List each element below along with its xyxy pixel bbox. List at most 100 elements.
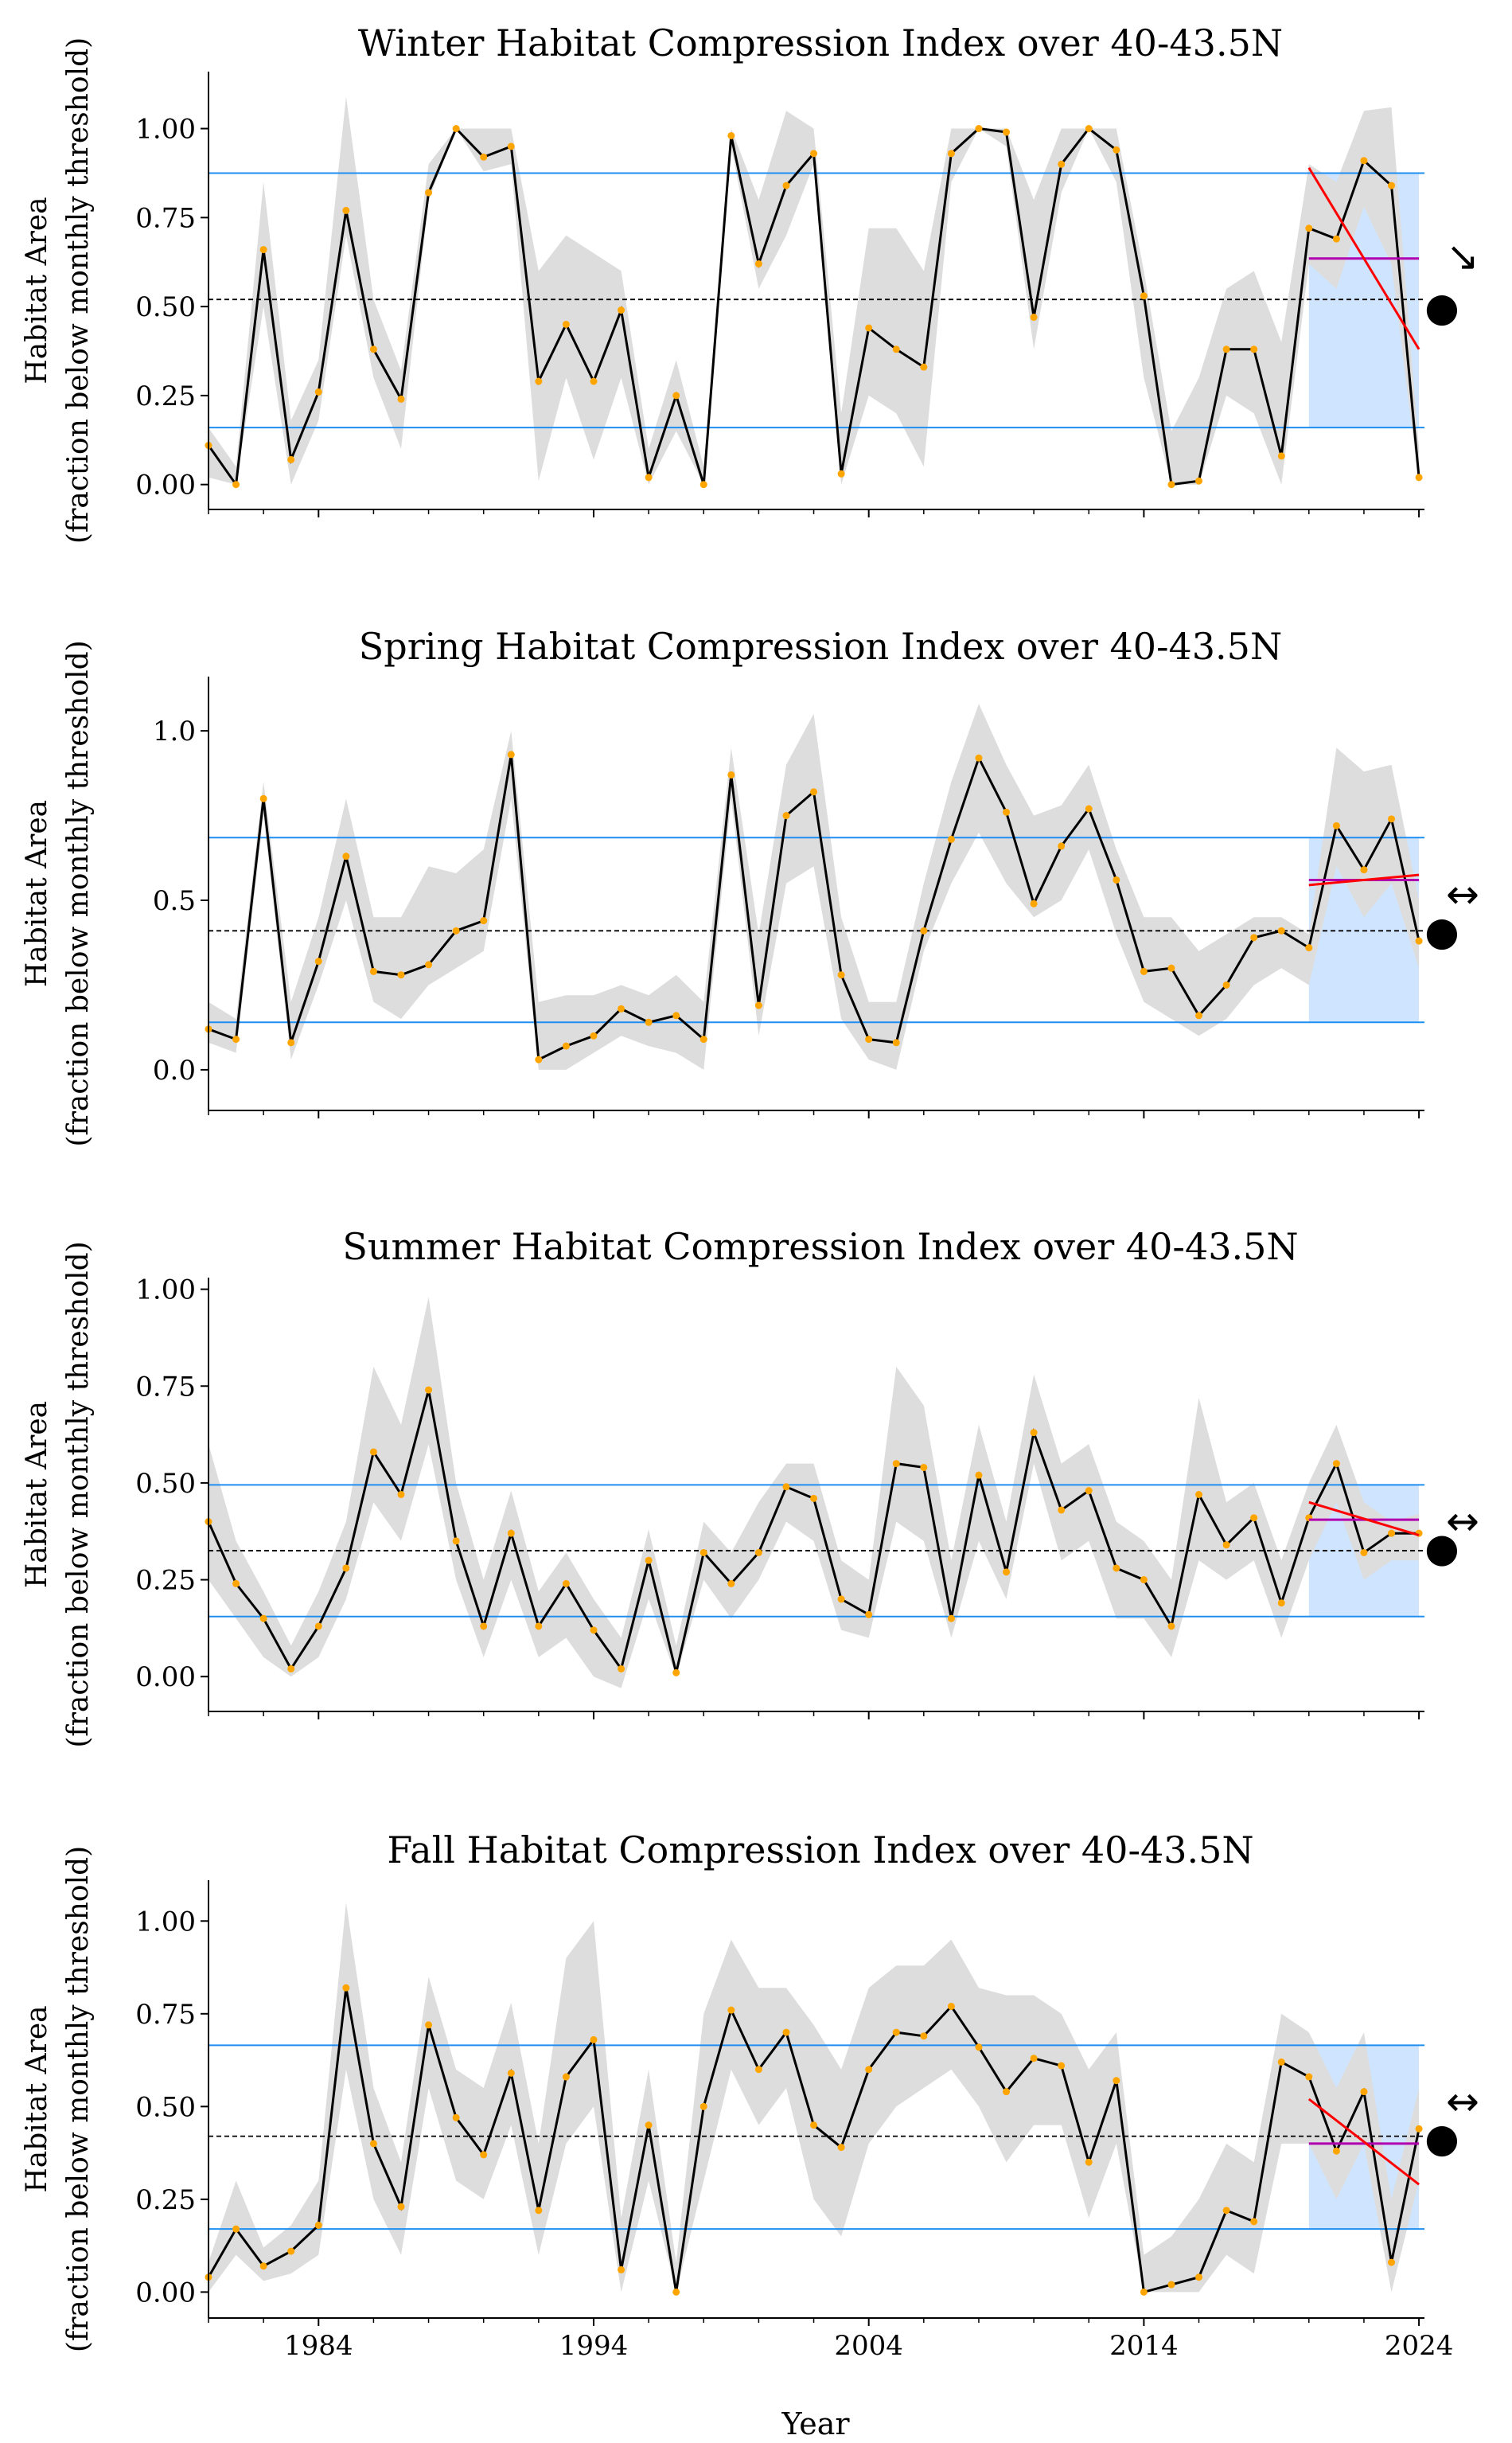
- trend-direction-symbol: ↔: [1446, 2078, 1479, 2125]
- x-tick-label: 1984: [284, 2330, 353, 2362]
- data-point: [1277, 927, 1285, 935]
- data-point: [1305, 224, 1313, 232]
- data-point: [837, 470, 845, 478]
- data-point: [1195, 477, 1203, 485]
- data-point: [618, 2265, 625, 2273]
- y-tick-label: 0.00: [135, 1661, 196, 1693]
- trend-line: [1307, 2098, 1420, 2186]
- data-point: [1222, 345, 1230, 353]
- trend-direction-symbol: ↘: [1446, 233, 1479, 279]
- data-point: [1332, 2147, 1340, 2155]
- data-point: [1058, 1506, 1066, 1514]
- data-point: [1030, 1429, 1038, 1437]
- data-point: [232, 1036, 240, 1044]
- data-point: [1388, 181, 1396, 189]
- data-point: [1085, 2158, 1093, 2166]
- data-point: [672, 1012, 680, 1020]
- chart-title: Spring Habitat Compression Index over 40…: [359, 625, 1282, 668]
- data-point: [452, 2113, 460, 2121]
- data-point: [314, 1622, 322, 1630]
- x-tick-label: 2004: [834, 2330, 903, 2362]
- data-point: [782, 1483, 790, 1491]
- data-point: [425, 961, 433, 969]
- data-point: [975, 1471, 983, 1479]
- y-tick-label: 1.00: [135, 114, 196, 146]
- data-point: [1167, 2281, 1175, 2289]
- data-point: [259, 1614, 267, 1622]
- data-point: [782, 812, 790, 820]
- data-point: [535, 1622, 543, 1630]
- data-point: [1140, 2288, 1148, 2296]
- trend-line: [1307, 166, 1420, 350]
- data-point: [369, 1448, 377, 1456]
- data-point: [1250, 1514, 1258, 1522]
- data-point: [1113, 146, 1120, 154]
- data-point: [1222, 981, 1230, 989]
- data-point: [397, 2203, 405, 2211]
- data-point: [590, 1626, 598, 1634]
- data-point: [1113, 1564, 1120, 1572]
- data-point: [1388, 1529, 1396, 1537]
- data-point: [562, 2073, 570, 2081]
- data-point: [727, 131, 735, 139]
- data-point: [1113, 2077, 1120, 2085]
- data-point: [947, 835, 955, 843]
- data-point: [507, 1529, 515, 1537]
- data-point: [397, 1491, 405, 1498]
- y-tick-label: 0.75: [135, 202, 196, 234]
- y-axis-label-line-1: Habitat Area: [21, 197, 53, 384]
- data-point: [672, 2288, 680, 2296]
- chart-panel-4: Fall Habitat Compression Index over 40-4…: [21, 1828, 1479, 2362]
- data-point: [259, 794, 267, 802]
- data-point: [727, 1579, 735, 1587]
- data-point: [1388, 815, 1396, 823]
- data-point: [287, 1664, 295, 1672]
- data-point: [535, 377, 543, 385]
- data-point: [425, 189, 433, 197]
- chart-title: Summer Habitat Compression Index over 40…: [342, 1225, 1298, 1268]
- data-point: [1003, 2088, 1011, 2096]
- data-point: [1332, 1460, 1340, 1468]
- data-point: [920, 2032, 928, 2040]
- data-point: [645, 1018, 653, 1026]
- data-point: [699, 1548, 707, 1556]
- data-point: [369, 967, 377, 975]
- data-point: [754, 1001, 762, 1009]
- data-point: [1388, 2258, 1396, 2266]
- y-tick-label: 1.00: [135, 1906, 196, 1938]
- x-tick-label: 1994: [559, 2330, 629, 2362]
- y-axis-label-line-2: (fraction below monthly threshold): [62, 1241, 95, 1747]
- data-point: [314, 388, 322, 396]
- chart-title: Fall Habitat Compression Index over 40-4…: [387, 1828, 1253, 1871]
- data-point: [1140, 1576, 1148, 1584]
- data-point: [1305, 2073, 1313, 2081]
- data-point: [837, 971, 845, 979]
- y-axis-label-line-1: Habitat Area: [21, 800, 53, 987]
- y-tick-label: 0.50: [135, 1468, 196, 1500]
- data-point: [1003, 808, 1011, 816]
- data-point: [837, 2144, 845, 2152]
- data-point: [1332, 235, 1340, 243]
- data-point: [259, 246, 267, 254]
- y-tick-label: 0.50: [135, 2091, 196, 2123]
- data-point: [342, 853, 350, 861]
- data-point: [1058, 842, 1066, 850]
- data-point: [1195, 1491, 1203, 1498]
- data-point: [810, 150, 818, 158]
- chart-panel-1: Winter Habitat Compression Index over 40…: [21, 21, 1479, 544]
- data-point: [1167, 1622, 1175, 1630]
- data-point: [645, 474, 653, 482]
- y-tick-label: 0.00: [135, 470, 196, 501]
- data-point: [1360, 157, 1368, 165]
- data-point: [865, 1036, 873, 1044]
- data-point: [645, 1556, 653, 1564]
- data-point: [287, 2247, 295, 2255]
- data-point: [892, 2028, 900, 2036]
- trend-direction-symbol: ↔: [1446, 1498, 1479, 1544]
- data-point: [452, 125, 460, 133]
- data-point: [1332, 821, 1340, 829]
- data-point: [1277, 2058, 1285, 2066]
- data-point: [425, 1386, 433, 1394]
- data-point: [1058, 2062, 1066, 2070]
